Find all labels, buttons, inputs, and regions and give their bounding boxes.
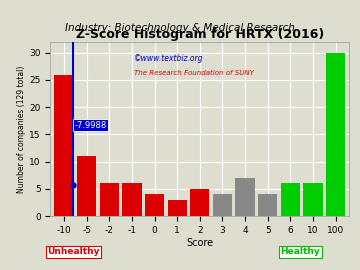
Text: ©www.textbiz.org: ©www.textbiz.org	[134, 54, 203, 63]
X-axis label: Score: Score	[186, 238, 213, 248]
Bar	[326, 53, 345, 216]
Bar	[281, 183, 300, 216]
Bar	[77, 156, 96, 216]
Bar	[213, 194, 232, 216]
Bar	[303, 183, 323, 216]
Text: -7.9988: -7.9988	[74, 121, 107, 130]
Text: Industry: Biotechnology & Medical Research: Industry: Biotechnology & Medical Resear…	[65, 23, 295, 33]
Y-axis label: Number of companies (129 total): Number of companies (129 total)	[17, 65, 26, 193]
Bar	[145, 194, 164, 216]
Bar	[100, 183, 119, 216]
Bar	[235, 178, 255, 216]
Text: Healthy: Healthy	[280, 247, 320, 256]
Bar	[54, 75, 73, 216]
Text: The Research Foundation of SUNY: The Research Foundation of SUNY	[134, 70, 254, 76]
Title: Z-Score Histogram for HRTX (2016): Z-Score Histogram for HRTX (2016)	[76, 28, 324, 41]
Bar	[190, 189, 210, 216]
Bar	[258, 194, 277, 216]
Bar	[167, 200, 187, 216]
Text: Unhealthy: Unhealthy	[48, 247, 100, 256]
Bar	[122, 183, 141, 216]
